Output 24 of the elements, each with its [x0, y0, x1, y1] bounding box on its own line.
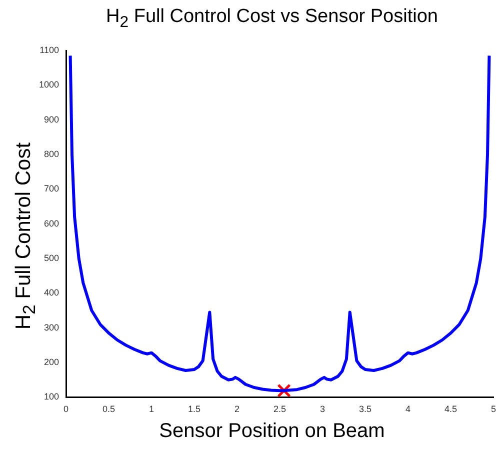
y-tick-label: 800: [44, 148, 60, 159]
y-tick-label: 100: [44, 392, 60, 402]
y-tick-label: 900: [44, 114, 60, 124]
x-axis-title: Sensor Position on Beam: [158, 420, 386, 443]
y-tick-label: 300: [44, 322, 60, 332]
x-tick-label: 0.5: [102, 404, 116, 414]
x-tick-label: 1: [149, 404, 154, 414]
x-tick-label: 4: [405, 404, 411, 414]
x-tick-label: 5: [490, 404, 496, 414]
y-tick-label: 500: [44, 253, 60, 264]
y-tick-label: 1100: [40, 44, 60, 55]
x-tick-label: 2: [234, 404, 240, 414]
x-tick-label: 2.5: [274, 404, 286, 414]
x-tick-label: 1.5: [188, 404, 201, 414]
x-tick-label: 4.5: [444, 404, 458, 414]
y-tick-label: 200: [44, 357, 60, 368]
x-tick-label: 3.5: [359, 404, 372, 414]
x-tick-label: 0: [64, 404, 69, 414]
y-tick-label: 600: [44, 218, 60, 228]
chart-title: H$_{2}$ Full Control Cost vs Sensor Position: [105, 6, 439, 32]
y-tick-label: 1000: [38, 80, 60, 90]
x-tick-label: 3: [320, 404, 326, 414]
y-tick-label: 400: [44, 288, 60, 298]
y-tick-label: 700: [44, 184, 60, 194]
